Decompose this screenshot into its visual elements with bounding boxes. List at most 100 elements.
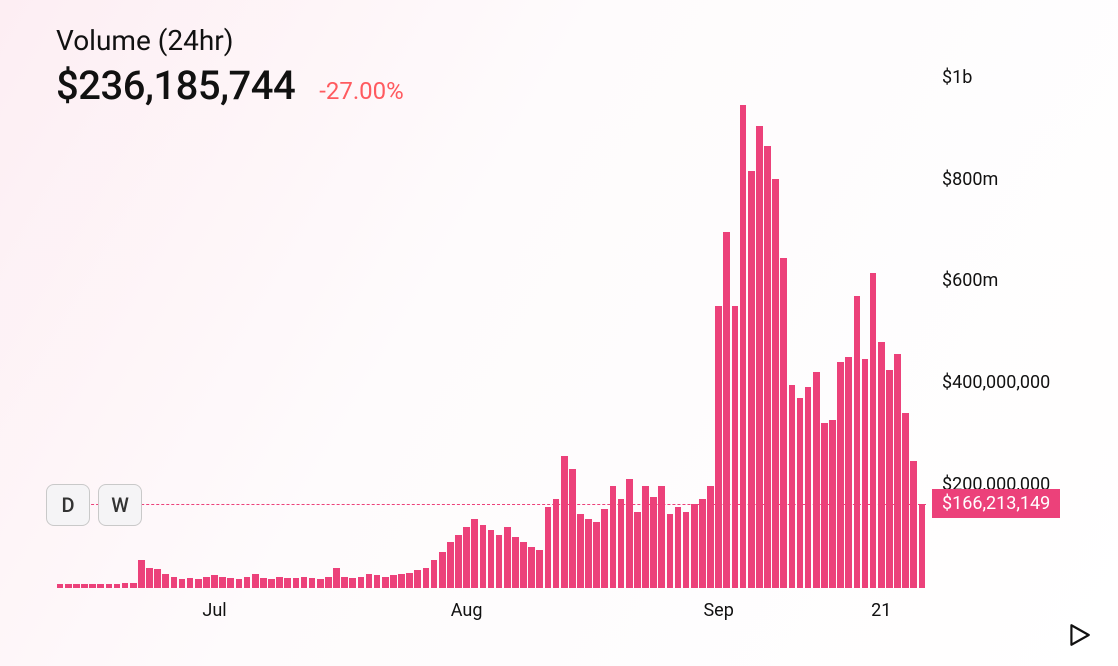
bar[interactable] <box>293 578 300 588</box>
bar[interactable] <box>236 579 243 588</box>
bar[interactable] <box>772 179 779 588</box>
bar[interactable] <box>715 306 722 588</box>
bar[interactable] <box>854 296 861 588</box>
bar[interactable] <box>894 354 901 588</box>
bar[interactable] <box>845 357 852 588</box>
bar[interactable] <box>732 306 739 588</box>
bar[interactable] <box>65 584 72 588</box>
bar[interactable] <box>130 583 137 588</box>
bar[interactable] <box>610 486 617 588</box>
bar[interactable] <box>447 542 454 588</box>
bar[interactable] <box>699 499 706 588</box>
bar[interactable] <box>431 560 438 588</box>
bar[interactable] <box>171 577 178 588</box>
bar[interactable] <box>374 575 381 588</box>
bar[interactable] <box>520 542 527 588</box>
bar[interactable] <box>358 577 365 588</box>
bar[interactable] <box>455 535 462 588</box>
bar[interactable] <box>813 372 820 588</box>
bar[interactable] <box>138 560 145 588</box>
range-button-w[interactable]: W <box>98 484 142 526</box>
bar[interactable] <box>528 547 535 588</box>
bar[interactable] <box>902 413 909 588</box>
bar[interactable] <box>837 362 844 588</box>
bar[interactable] <box>463 527 470 588</box>
bar[interactable] <box>154 569 161 588</box>
bar[interactable] <box>73 584 80 588</box>
play-icon[interactable] <box>1066 622 1092 648</box>
bar[interactable] <box>821 423 828 588</box>
bar[interactable] <box>870 273 877 588</box>
bar[interactable] <box>488 530 495 588</box>
bar[interactable] <box>162 574 169 588</box>
bar[interactable] <box>634 512 641 588</box>
bar[interactable] <box>561 456 568 588</box>
bar[interactable] <box>382 577 389 588</box>
bar[interactable] <box>260 578 267 588</box>
bar[interactable] <box>106 584 113 588</box>
bar[interactable] <box>658 486 665 588</box>
bar[interactable] <box>390 575 397 588</box>
bar[interactable] <box>423 568 430 588</box>
bar[interactable] <box>536 550 543 588</box>
bar[interactable] <box>789 385 796 588</box>
bar[interactable] <box>366 574 373 588</box>
bar[interactable] <box>219 577 226 588</box>
bar[interactable] <box>707 486 714 588</box>
bar[interactable] <box>601 509 608 588</box>
bar[interactable] <box>618 499 625 588</box>
bar[interactable] <box>577 514 584 588</box>
bar[interactable] <box>805 387 812 588</box>
bar[interactable] <box>780 258 787 588</box>
bar[interactable] <box>114 584 121 588</box>
bar[interactable] <box>325 577 332 588</box>
bar[interactable] <box>723 232 730 588</box>
bar[interactable] <box>57 584 64 588</box>
bar[interactable] <box>211 575 218 588</box>
bar[interactable] <box>276 577 283 588</box>
bar[interactable] <box>764 146 771 588</box>
bar[interactable] <box>748 171 755 588</box>
bar[interactable] <box>244 577 251 588</box>
bar[interactable] <box>309 578 316 588</box>
bar[interactable] <box>919 504 926 588</box>
bar[interactable] <box>545 507 552 588</box>
bar[interactable] <box>406 573 413 588</box>
bar[interactable] <box>89 584 96 588</box>
bar[interactable] <box>496 535 503 588</box>
bar[interactable] <box>81 584 88 588</box>
bar[interactable] <box>553 499 560 588</box>
bar[interactable] <box>740 105 747 588</box>
bar[interactable] <box>195 579 202 588</box>
bar[interactable] <box>675 507 682 588</box>
range-button-d[interactable]: D <box>46 484 90 526</box>
bar[interactable] <box>797 398 804 589</box>
bar[interactable] <box>480 525 487 589</box>
bar[interactable] <box>504 527 511 588</box>
bar[interactable] <box>227 578 234 588</box>
bar[interactable] <box>667 514 674 588</box>
bar[interactable] <box>910 461 917 588</box>
bar[interactable] <box>317 579 324 588</box>
bar[interactable] <box>683 512 690 588</box>
bar[interactable] <box>512 537 519 588</box>
bar[interactable] <box>642 486 649 588</box>
bar[interactable] <box>341 577 348 588</box>
bar[interactable] <box>756 126 763 588</box>
bar[interactable] <box>593 522 600 588</box>
bar[interactable] <box>146 568 153 588</box>
bar[interactable] <box>878 342 885 588</box>
bar[interactable] <box>97 584 104 588</box>
bar[interactable] <box>862 359 869 588</box>
bar[interactable] <box>252 574 259 588</box>
bar[interactable] <box>179 579 186 588</box>
bar[interactable] <box>203 577 210 588</box>
bar[interactable] <box>301 577 308 588</box>
bar[interactable] <box>268 579 275 588</box>
bar[interactable] <box>333 568 340 588</box>
bar[interactable] <box>585 519 592 588</box>
bar[interactable] <box>284 578 291 588</box>
bar[interactable] <box>349 578 356 588</box>
bar[interactable] <box>650 497 657 588</box>
bar[interactable] <box>414 570 421 588</box>
